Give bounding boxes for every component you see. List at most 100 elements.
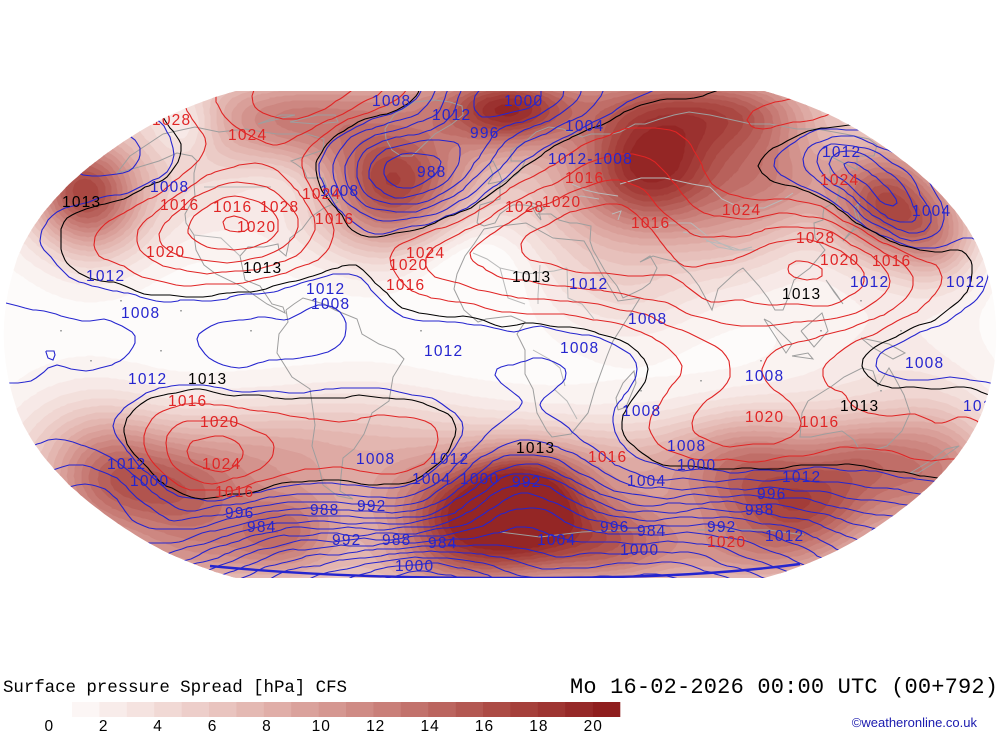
svg-text:1020: 1020: [542, 194, 581, 211]
svg-text:8: 8: [262, 718, 272, 733]
svg-text:1000: 1000: [504, 93, 543, 110]
svg-text:2: 2: [99, 718, 109, 733]
svg-text:1012: 1012: [765, 528, 804, 545]
svg-text:1016: 1016: [631, 215, 670, 232]
svg-text:Surface pressure Spread [hPa]: Surface pressure Spread [hPa] CFS: [3, 678, 347, 698]
svg-text:1013: 1013: [62, 194, 101, 211]
svg-text:1012: 1012: [424, 343, 463, 360]
svg-text:1004: 1004: [565, 118, 604, 135]
svg-text:1028: 1028: [260, 199, 299, 216]
svg-text:1012: 1012: [782, 469, 821, 486]
svg-text:1000: 1000: [460, 471, 499, 488]
svg-text:1016: 1016: [160, 197, 199, 214]
svg-text:984: 984: [428, 535, 457, 552]
svg-text:©weatheronline.co.uk: ©weatheronline.co.uk: [852, 715, 978, 730]
svg-text:1020: 1020: [146, 244, 185, 261]
svg-text:1020: 1020: [707, 534, 746, 551]
svg-text:1016: 1016: [215, 484, 254, 501]
svg-text:14: 14: [420, 718, 439, 733]
svg-text:1028: 1028: [796, 230, 835, 247]
svg-text:1024: 1024: [406, 245, 445, 262]
svg-text:1012: 1012: [430, 451, 469, 468]
svg-text:1020: 1020: [820, 252, 859, 269]
svg-text:1012: 1012: [946, 274, 985, 291]
svg-text:1008: 1008: [356, 451, 395, 468]
svg-text:984: 984: [637, 523, 666, 540]
svg-text:1000: 1000: [395, 558, 434, 575]
svg-text:6: 6: [208, 718, 218, 733]
svg-text:992: 992: [332, 532, 361, 549]
svg-text:1012: 1012: [107, 456, 146, 473]
svg-text:1008: 1008: [320, 183, 359, 200]
svg-text:1008: 1008: [560, 340, 599, 357]
svg-text:1016: 1016: [386, 277, 425, 294]
svg-text:1004: 1004: [537, 532, 576, 549]
svg-text:1008: 1008: [121, 305, 160, 322]
svg-text:1016: 1016: [872, 253, 911, 270]
svg-text:1008: 1008: [150, 179, 189, 196]
svg-text:1016: 1016: [588, 449, 627, 466]
svg-text:988: 988: [745, 502, 774, 519]
svg-text:992: 992: [357, 498, 386, 515]
svg-text:1024: 1024: [228, 127, 267, 144]
svg-text:1008: 1008: [628, 311, 667, 328]
svg-text:1016: 1016: [800, 414, 839, 431]
svg-text:1013: 1013: [512, 269, 551, 286]
svg-text:1008: 1008: [622, 403, 661, 420]
svg-text:1013: 1013: [782, 286, 821, 303]
svg-text:1004: 1004: [627, 473, 666, 490]
svg-text:1012: 1012: [822, 144, 861, 161]
svg-text:1008: 1008: [372, 93, 411, 110]
svg-text:1012: 1012: [128, 371, 167, 388]
svg-text:18: 18: [529, 718, 548, 733]
svg-text:1016: 1016: [315, 211, 354, 228]
svg-text:10: 10: [312, 718, 331, 733]
svg-text:1012: 1012: [850, 274, 889, 291]
svg-text:1012: 1012: [86, 268, 125, 285]
svg-text:1012: 1012: [569, 276, 608, 293]
svg-text:1008: 1008: [745, 368, 784, 385]
svg-text:1004: 1004: [412, 471, 451, 488]
svg-text:4: 4: [153, 718, 163, 733]
svg-text:16: 16: [475, 718, 494, 733]
svg-text:988: 988: [417, 164, 446, 181]
svg-text:20: 20: [584, 718, 603, 733]
svg-text:1016: 1016: [168, 393, 207, 410]
svg-text:1004: 1004: [912, 203, 951, 220]
svg-text:1008: 1008: [905, 355, 944, 372]
svg-text:1020: 1020: [237, 219, 276, 236]
svg-text:984: 984: [247, 519, 276, 536]
svg-text:1013: 1013: [188, 371, 227, 388]
svg-text:1016: 1016: [565, 170, 604, 187]
svg-text:996: 996: [470, 125, 499, 142]
svg-text:1024: 1024: [820, 172, 859, 189]
svg-text:1000: 1000: [620, 542, 659, 559]
svg-text:1016: 1016: [213, 199, 252, 216]
svg-text:996: 996: [225, 505, 254, 522]
svg-text:0: 0: [44, 718, 54, 733]
svg-text:992: 992: [512, 474, 541, 491]
svg-text:1012: 1012: [432, 107, 471, 124]
svg-text:Mo 16-02-2026 00:00 UTC (00+79: Mo 16-02-2026 00:00 UTC (00+792): [570, 675, 998, 700]
svg-text:1020: 1020: [745, 409, 784, 426]
svg-text:988: 988: [382, 532, 411, 549]
svg-text:992: 992: [707, 519, 736, 536]
svg-text:1024: 1024: [302, 186, 341, 203]
svg-text:1012: 1012: [306, 281, 345, 298]
svg-text:1024: 1024: [202, 456, 241, 473]
svg-text:996: 996: [600, 519, 629, 536]
svg-text:1013: 1013: [243, 260, 282, 277]
svg-text:1013: 1013: [516, 440, 555, 457]
svg-text:12: 12: [366, 718, 385, 733]
svg-text:1008: 1008: [667, 438, 706, 455]
svg-text:1000: 1000: [130, 473, 169, 490]
svg-text:1008: 1008: [311, 296, 350, 313]
svg-text:1020: 1020: [389, 257, 428, 274]
svg-text:1020: 1020: [200, 414, 239, 431]
svg-text:1013: 1013: [840, 398, 879, 415]
svg-text:1024: 1024: [722, 202, 761, 219]
svg-text:988: 988: [310, 502, 339, 519]
svg-text:1012-1008: 1012-1008: [548, 151, 633, 168]
svg-text:1000: 1000: [677, 457, 716, 474]
svg-text:1028: 1028: [505, 199, 544, 216]
